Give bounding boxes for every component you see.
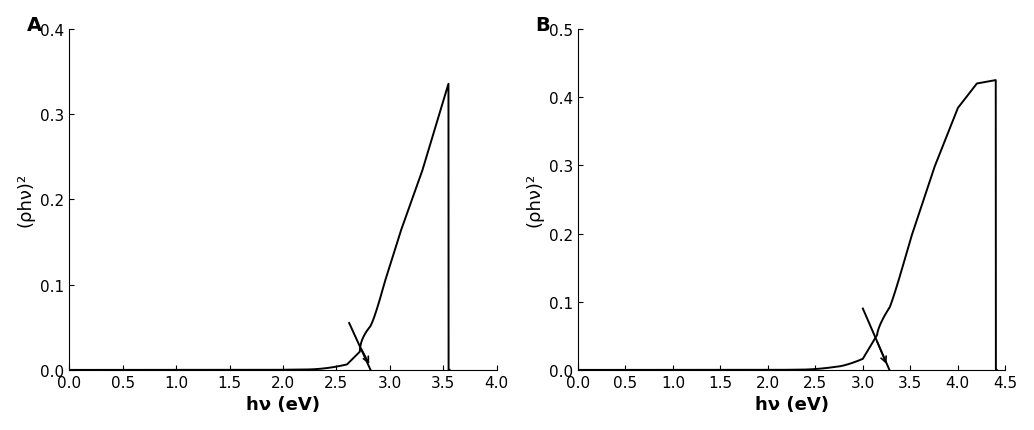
Text: A: A: [27, 16, 41, 35]
Y-axis label: (ρhν)²: (ρhν)²: [17, 173, 35, 227]
X-axis label: hν (eV): hν (eV): [246, 396, 320, 413]
X-axis label: hν (eV): hν (eV): [755, 396, 828, 413]
Text: B: B: [536, 16, 550, 35]
Y-axis label: (ρhν)²: (ρhν)²: [525, 173, 543, 227]
